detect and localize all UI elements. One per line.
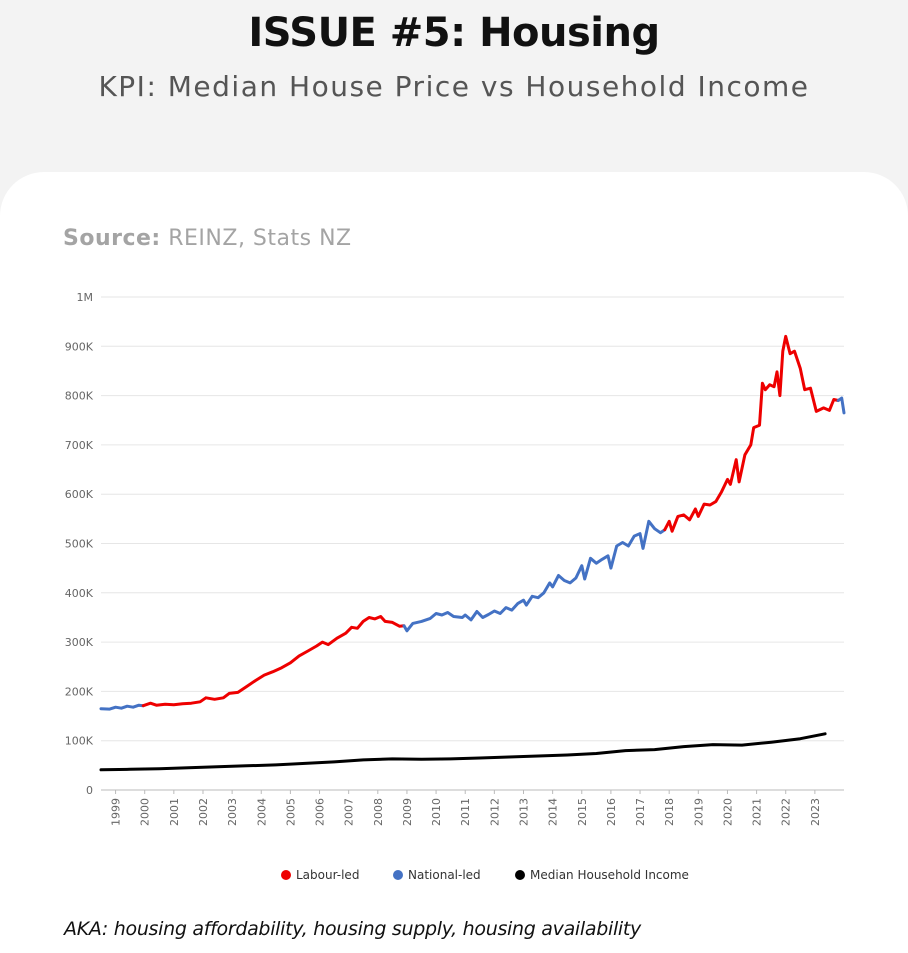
legend-marker-income <box>515 870 525 880</box>
series-line-labour <box>141 615 406 708</box>
x-tick-label: 2005 <box>284 798 297 826</box>
x-tick-label: 2007 <box>343 798 356 826</box>
x-tick-label: 2006 <box>314 798 327 826</box>
y-tick-label: 400K <box>65 587 94 600</box>
source-label: Source: <box>63 226 161 251</box>
y-tick-label: 900K <box>65 340 94 353</box>
x-tick-label: 2017 <box>634 798 647 826</box>
x-tick-label: 2001 <box>168 798 181 826</box>
x-tick-label: 2021 <box>751 798 764 826</box>
x-tick-label: 2011 <box>459 798 472 826</box>
page-title: ISSUE #5: Housing <box>248 10 660 56</box>
x-tick-label: 1999 <box>110 798 123 826</box>
legend-marker-labour <box>281 870 291 880</box>
legend: Labour-led National-led Median Household I… <box>281 868 689 882</box>
legend-label-income: Median Household Income <box>530 868 689 882</box>
y-tick-label: 1M <box>77 291 94 304</box>
legend-marker-national <box>393 870 403 880</box>
y-tick-label: 700K <box>65 439 94 452</box>
x-tick-label: 2003 <box>226 798 239 826</box>
y-tick-label: 0 <box>86 784 93 797</box>
x-tick-label: 2012 <box>488 798 501 826</box>
series-line-national <box>836 396 846 415</box>
x-tick-label: 2009 <box>401 798 414 826</box>
y-tick-label: 500K <box>65 538 94 551</box>
series-line-labour <box>663 334 840 533</box>
chart-card <box>0 172 908 953</box>
page-subtitle: KPI: Median House Price vs Household Inc… <box>98 70 810 103</box>
aka-note: AKA: housing affordability, housing supp… <box>64 918 641 940</box>
x-tick-label: 2008 <box>372 798 385 826</box>
x-tick-label: 2000 <box>139 798 152 826</box>
y-tick-label: 600K <box>65 488 94 501</box>
y-tick-label: 800K <box>65 390 94 403</box>
series-line-national <box>402 519 667 633</box>
source-note: Source: REINZ, Stats NZ <box>63 226 352 251</box>
series-line-national <box>99 703 145 711</box>
x-tick-label: 2014 <box>547 798 560 826</box>
y-tick-label: 200K <box>65 685 94 698</box>
x-tick-label: 2016 <box>605 798 618 826</box>
legend-label-national: National-led <box>408 868 481 882</box>
x-tick-label: 2004 <box>255 798 268 826</box>
x-tick-label: 2002 <box>197 798 210 826</box>
x-tick-label: 2022 <box>780 798 793 826</box>
x-tick-label: 2018 <box>663 798 676 826</box>
x-tick-label: 2020 <box>721 798 734 826</box>
series-line-income <box>99 732 827 772</box>
legend-label-labour: Labour-led <box>296 868 359 882</box>
y-tick-label: 100K <box>65 735 94 748</box>
x-tick-label: 2010 <box>430 798 443 826</box>
x-tick-label: 2019 <box>692 798 705 826</box>
x-tick-label: 2013 <box>517 798 530 826</box>
x-tick-label: 2023 <box>809 798 822 826</box>
y-tick-label: 300K <box>65 636 94 649</box>
source-text: REINZ, Stats NZ <box>168 226 352 251</box>
x-tick-label: 2015 <box>576 798 589 826</box>
